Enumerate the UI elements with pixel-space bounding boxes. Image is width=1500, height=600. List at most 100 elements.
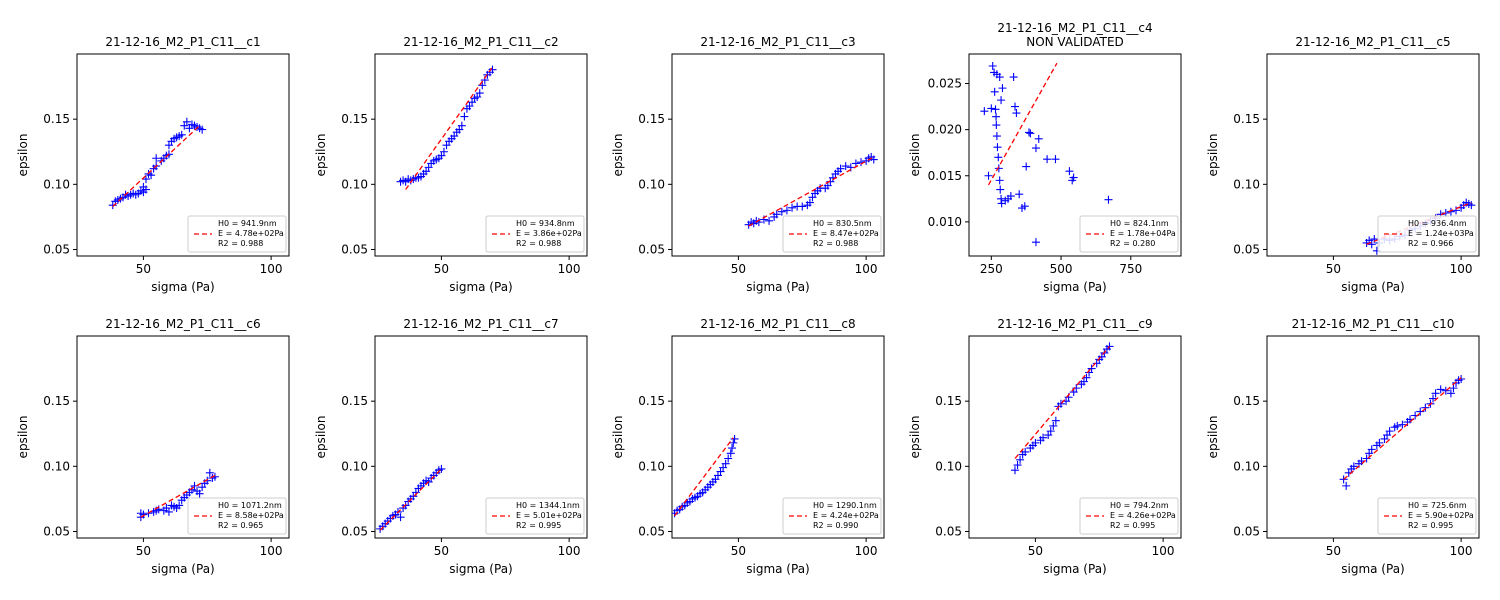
legend-entry-line: H0 = 794.2nm [1110, 501, 1169, 510]
legend-entry-line: R2 = 0.988 [813, 239, 858, 248]
legend-entry-line: H0 = 830.5nm [813, 219, 872, 228]
x-tick-label: 100 [558, 544, 581, 558]
x-tick-label: 100 [855, 544, 878, 558]
data-point-marker [1031, 438, 1040, 447]
subplot-subtitle: NON VALIDATED [1026, 35, 1124, 49]
y-axis-label: epsilon [1206, 134, 1220, 177]
plot-frame [374, 53, 588, 257]
subplot-5: 21-12-16_M2_P1_C11__c5 50 100 0.05 0.10 0.15 s… [1206, 35, 1480, 294]
data-point-marker [1034, 134, 1043, 143]
data-point-marker [984, 171, 993, 180]
legend-box [782, 215, 882, 253]
legend-entry-line: R2 = 0.280 [1110, 239, 1155, 248]
data-layer [108, 117, 207, 210]
legend-box [187, 497, 287, 535]
data-point-marker [195, 489, 204, 498]
data-layer [1339, 375, 1466, 490]
y-axis-label: epsilon [314, 416, 328, 459]
data-point-marker [198, 125, 207, 134]
legend-entry-line: E = 1.78e+04Pa [1110, 229, 1176, 238]
data-point-marker [1031, 238, 1040, 247]
plot-frame [374, 335, 588, 539]
x-axis-label: sigma (Pa) [1043, 280, 1106, 294]
y-tick-label: 0.05 [935, 524, 962, 538]
data-point-marker [1049, 421, 1058, 430]
data-point-marker [869, 155, 878, 164]
data-point-marker [805, 198, 814, 207]
y-tick-label: 0.05 [638, 524, 665, 538]
legend-entry-line: R2 = 0.988 [218, 239, 263, 248]
fit-line [379, 468, 442, 531]
y-tick-label: 0.10 [43, 459, 70, 473]
data-point-marker [993, 143, 1002, 152]
data-point-marker [996, 185, 1005, 194]
data-point-marker [994, 153, 1003, 162]
data-point-marker [998, 84, 1007, 93]
y-tick-label: 0.015 [928, 169, 962, 183]
legend-entry-line: E = 3.86e+02Pa [516, 229, 582, 238]
subplot-9: 21-12-16_M2_P1_C11__c9 50 100 0.05 0.10 0.15 s… [908, 317, 1182, 576]
y-tick-label: 0.10 [638, 459, 665, 473]
subplot-title: 21-12-16_M2_P1_C11__c2 [403, 35, 558, 49]
data-point-marker [1441, 386, 1450, 395]
data-point-marker [1457, 375, 1466, 384]
x-tick-label: 100 [260, 262, 283, 276]
y-tick-label: 0.15 [341, 112, 368, 126]
legend-entry-line: E = 1.24e+03Pa [1408, 229, 1474, 238]
data-point-marker [396, 513, 405, 522]
fit-line [112, 125, 201, 207]
data-point-marker [841, 162, 850, 171]
x-tick-label: 50 [136, 262, 151, 276]
fit-line [1014, 346, 1110, 459]
y-tick-label: 0.05 [43, 242, 70, 256]
data-point-marker [1421, 403, 1430, 412]
data-point-marker [730, 434, 739, 443]
x-tick-label: 100 [1450, 544, 1473, 558]
data-point-marker [1416, 407, 1425, 416]
subplot-1: 21-12-16_M2_P1_C11__c1 50 100 0.05 0.10 0.15 s… [16, 35, 290, 294]
data-point-marker [175, 501, 184, 510]
plot-frame [968, 53, 1182, 257]
legend-box [1079, 215, 1179, 253]
data-point-marker [475, 89, 484, 98]
y-tick-label: 0.010 [928, 215, 962, 229]
data-point-marker [990, 87, 999, 96]
legend-box [782, 497, 882, 535]
y-axis-label: epsilon [314, 134, 328, 177]
data-point-marker [1011, 102, 1020, 111]
y-tick-label: 0.10 [43, 177, 70, 191]
legend-entry-line: E = 4.24e+02Pa [813, 511, 879, 520]
data-point-marker [488, 65, 497, 74]
fit-line [987, 62, 1058, 186]
x-tick-label: 50 [434, 544, 449, 558]
x-axis-label: sigma (Pa) [151, 562, 214, 576]
y-tick-label: 0.05 [638, 242, 665, 256]
legend-entry-line: R2 = 0.966 [1408, 239, 1453, 248]
y-axis-label: epsilon [1206, 416, 1220, 459]
data-point-marker [1429, 394, 1438, 403]
data-point-marker [1446, 207, 1455, 216]
data-point-marker [729, 438, 738, 447]
data-point-marker [728, 444, 737, 453]
plot-frame [968, 335, 1182, 539]
data-point-marker [1039, 433, 1048, 442]
data-point-marker [1012, 109, 1021, 118]
data-point-marker [182, 117, 191, 126]
data-point-marker [1342, 481, 1351, 490]
legend-box [1377, 215, 1477, 253]
data-point-marker [988, 61, 997, 70]
data-point-marker [1087, 364, 1096, 373]
data-point-marker [1010, 466, 1019, 475]
subplot-2: 21-12-16_M2_P1_C11__c2 50 100 0.05 0.10 0.15 s… [314, 35, 588, 294]
subplot-8: 21-12-16_M2_P1_C11__c8 50 100 0.05 0.10 0.15 s… [611, 317, 885, 576]
data-point-marker [980, 107, 989, 116]
legend-entry-line: H0 = 725.6nm [1408, 501, 1467, 510]
data-layer [980, 61, 1113, 247]
